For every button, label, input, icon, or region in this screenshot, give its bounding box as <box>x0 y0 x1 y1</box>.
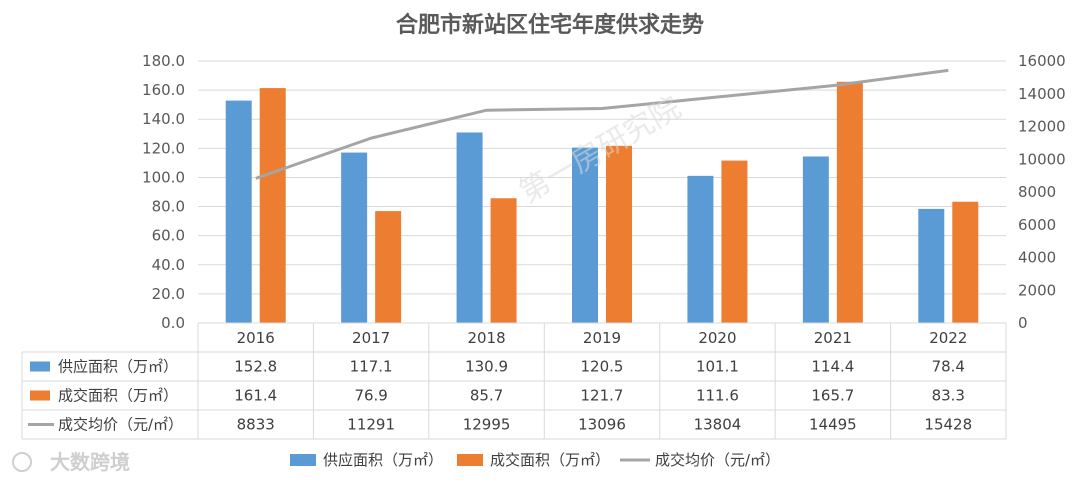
y-right-tick-label: 16000 <box>1018 52 1066 70</box>
supply-bar <box>687 175 714 323</box>
y-left-tick-label: 140.0 <box>142 110 185 128</box>
table-legend-key <box>30 361 50 372</box>
y-right-tick-label: 8000 <box>1018 183 1056 201</box>
transaction-bar <box>375 211 402 323</box>
table-series-name: 供应面积（万㎡） <box>58 358 178 376</box>
y-right-tick-label: 14000 <box>1018 85 1066 103</box>
table-cell: 13804 <box>694 416 742 434</box>
table-cell: 165.7 <box>811 387 854 405</box>
table-cell: 11291 <box>347 416 395 434</box>
transaction-bar <box>490 198 517 323</box>
table-cell: 121.7 <box>581 387 624 405</box>
x-tick-label: 2016 <box>237 329 275 347</box>
x-tick-label: 2019 <box>583 329 621 347</box>
x-tick-label: 2021 <box>814 329 852 347</box>
table-cell: 114.4 <box>811 358 854 376</box>
price-series-line <box>255 68 949 180</box>
brand-logo: 大数跨境 <box>12 450 130 474</box>
legend: 供应面积（万㎡） 成交面积（万㎡） 成交均价（元/㎡） <box>290 451 780 469</box>
table-cell: 78.4 <box>932 358 965 376</box>
legend-label: 供应面积（万㎡） <box>323 451 443 469</box>
table-cell: 13096 <box>578 416 626 434</box>
y-right-tick-label: 2000 <box>1018 281 1056 299</box>
x-tick-label: 2017 <box>352 329 390 347</box>
transaction-bar <box>721 160 748 323</box>
table-cell: 15428 <box>924 416 972 434</box>
x-tick-label: 2018 <box>467 329 505 347</box>
table-legend-key <box>30 390 50 401</box>
table-cell: 101.1 <box>696 358 739 376</box>
table-series-name: 成交面积（万㎡） <box>58 387 178 405</box>
supply-bar <box>572 147 598 323</box>
table-cell: 117.1 <box>350 358 393 376</box>
legend-label: 成交面积（万㎡） <box>490 451 610 469</box>
table-series-name: 成交均价（元/㎡） <box>58 416 183 434</box>
y-left-tick-label: 0.0 <box>161 314 185 332</box>
y-left-tick-label: 160.0 <box>142 81 185 99</box>
table-cell: 152.8 <box>234 358 277 376</box>
table-cell: 14495 <box>809 416 857 434</box>
y-left-tick-label: 20.0 <box>152 285 185 303</box>
table-cell: 161.4 <box>234 387 277 405</box>
y-left-tick-label: 120.0 <box>142 139 185 157</box>
supply-bar <box>456 132 483 323</box>
y-right-tick-label: 0 <box>1018 314 1028 332</box>
transaction-bar <box>836 81 863 323</box>
transaction-bar <box>952 201 979 323</box>
legend-key <box>290 454 316 466</box>
supply-bar <box>341 152 368 323</box>
grid-lines <box>198 60 1006 324</box>
y-right-tick-label: 12000 <box>1018 118 1066 136</box>
bars <box>225 81 979 323</box>
y-left-tick-label: 180.0 <box>142 52 185 70</box>
x-tick-label: 2020 <box>698 329 736 347</box>
legend-key <box>457 454 483 466</box>
supply-bar <box>802 156 829 323</box>
y-axis-right: 0 2000 4000 6000 8000 10000 12000 14000 16000 <box>1018 52 1066 332</box>
y-left-tick-label: 100.0 <box>142 168 185 186</box>
y-axis-left: 0.0 20.0 40.0 60.0 80.0 100.0 120.0 140.0 160.0 1… <box>142 52 185 332</box>
table-cell: 130.9 <box>465 358 508 376</box>
table-cell: 76.9 <box>354 387 387 405</box>
supply-bar <box>225 100 252 323</box>
table-cell: 120.5 <box>581 358 624 376</box>
table-cell: 85.7 <box>470 387 503 405</box>
table-cell: 83.3 <box>932 387 965 405</box>
brand-text: 大数跨境 <box>50 450 130 474</box>
table-cell: 111.6 <box>696 387 739 405</box>
x-tick-label: 2022 <box>929 329 967 347</box>
y-left-tick-label: 40.0 <box>152 256 185 274</box>
table-cell: 8833 <box>237 416 275 434</box>
brand-icon <box>12 452 32 472</box>
y-right-tick-label: 4000 <box>1018 249 1056 267</box>
chart-title: 合肥市新站区住宅年度供求走势 <box>396 12 704 38</box>
data-table: 2016 2017 2018 2019 2020 2021 2022 供应面积（万㎡） 152.… <box>21 322 1007 440</box>
legend-label: 成交均价（元/㎡） <box>655 451 780 469</box>
y-left-tick-label: 80.0 <box>152 198 185 216</box>
table-cell: 12995 <box>463 416 511 434</box>
transaction-bar <box>259 88 286 323</box>
price-line <box>255 68 949 180</box>
y-left-tick-label: 60.0 <box>152 227 185 245</box>
supply-bar <box>918 208 945 323</box>
y-right-tick-label: 10000 <box>1018 150 1066 168</box>
y-right-tick-label: 6000 <box>1018 216 1056 234</box>
transaction-bar <box>606 145 632 323</box>
